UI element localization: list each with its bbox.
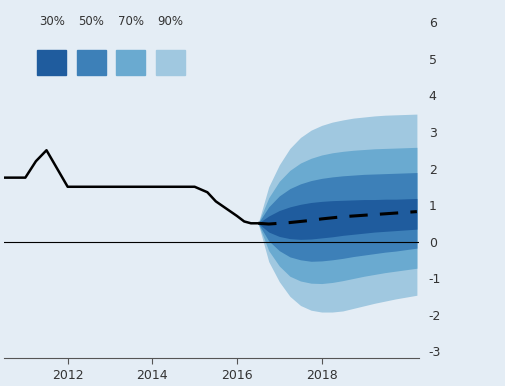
FancyBboxPatch shape — [77, 50, 106, 75]
Text: 30%: 30% — [39, 15, 65, 28]
FancyBboxPatch shape — [37, 50, 66, 75]
FancyBboxPatch shape — [116, 50, 145, 75]
Text: 70%: 70% — [118, 15, 143, 28]
Text: 50%: 50% — [78, 15, 104, 28]
FancyBboxPatch shape — [155, 50, 184, 75]
Text: 90%: 90% — [157, 15, 183, 28]
